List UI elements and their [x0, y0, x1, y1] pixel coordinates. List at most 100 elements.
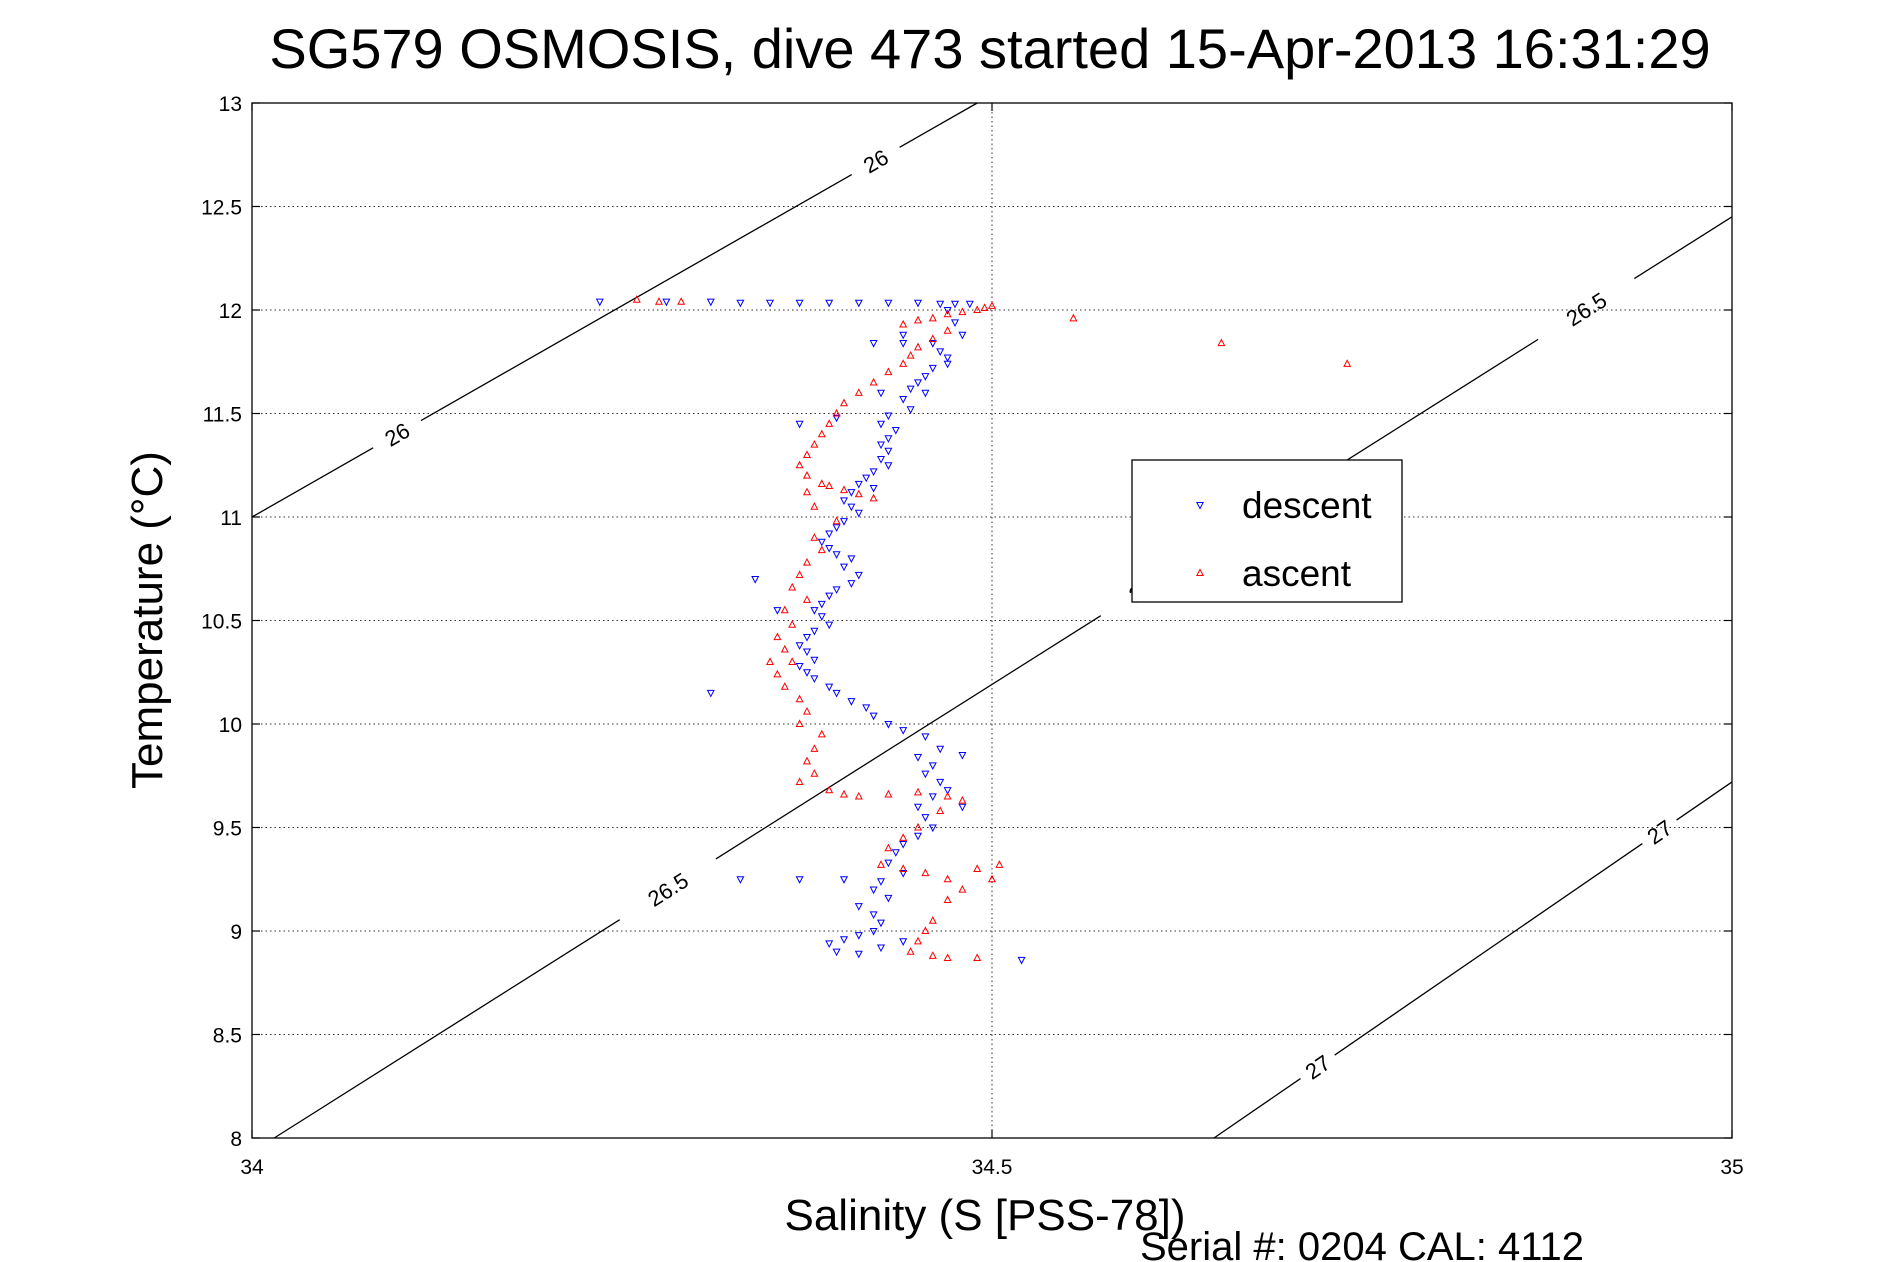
ascent-point — [677, 297, 686, 305]
y-tick-label: 11 — [220, 507, 242, 530]
ascent-point — [1069, 313, 1078, 322]
y-tick-label: 9.5 — [213, 818, 242, 841]
ascent-point — [654, 297, 664, 305]
descent-point — [810, 675, 819, 684]
descent-point — [899, 938, 908, 946]
descent-point — [876, 420, 886, 429]
contour-label: 27 — [1643, 815, 1677, 849]
y-tick-label: 12 — [219, 300, 242, 323]
descent-point — [795, 642, 804, 650]
ascent-point — [825, 481, 834, 490]
ascent-point — [906, 350, 915, 359]
y-tick-label: 12.5 — [201, 197, 242, 220]
descent-point — [876, 919, 886, 928]
ascent-point — [1217, 338, 1226, 347]
descent-point — [869, 468, 878, 477]
density-contour-26 — [251, 447, 374, 518]
ascent-point — [884, 843, 893, 852]
descent-point — [928, 762, 937, 770]
descent-point — [847, 580, 856, 588]
descent-point — [847, 489, 856, 497]
descent-point — [854, 571, 863, 580]
descent-point — [773, 607, 782, 615]
ascent-point — [943, 326, 952, 334]
chart-title: SG579 OSMOSIS, dive 473 started 15-Apr-2… — [269, 17, 1710, 80]
descent-point — [928, 340, 937, 348]
descent-point — [869, 911, 878, 920]
descent-point — [839, 518, 849, 526]
ascent-point — [936, 806, 945, 814]
legend-label-descent: descent — [1242, 485, 1372, 526]
descent-point — [884, 894, 893, 903]
descent-point — [832, 948, 841, 957]
legend-marker-descent — [1195, 501, 1205, 510]
descent-point — [832, 586, 841, 595]
descent-point — [921, 373, 930, 381]
ascent-point — [810, 744, 819, 752]
ascent-point — [832, 516, 841, 525]
ascent-point — [788, 582, 797, 591]
descent-point — [913, 832, 923, 841]
descent-point — [876, 944, 886, 953]
descent-point — [825, 530, 834, 539]
descent-point — [884, 447, 893, 456]
descent-point — [706, 689, 715, 698]
y-tick-label: 8 — [230, 1128, 242, 1151]
descent-point — [832, 524, 841, 532]
descent-point — [876, 441, 886, 450]
ascent-point — [869, 493, 878, 502]
ascent-point — [1343, 359, 1352, 367]
ascent-point — [825, 419, 834, 427]
density-contour-26.5 — [1633, 216, 1733, 280]
descent-point — [936, 778, 945, 787]
descent-point — [921, 733, 930, 742]
descent-point — [825, 940, 834, 949]
descent-point — [810, 627, 819, 636]
descent-point — [913, 379, 923, 388]
x-tick-label: 34.5 — [972, 1156, 1013, 1179]
descent-point — [825, 621, 834, 630]
descent-point — [943, 360, 952, 369]
ascent-point — [899, 864, 908, 872]
descent-point — [825, 592, 834, 601]
density-contour-27 — [1334, 843, 1643, 1056]
legend-marker-ascent — [1195, 568, 1205, 577]
descent-point — [810, 656, 819, 665]
descent-point — [921, 814, 930, 822]
descent-point — [839, 497, 849, 506]
ascent-point — [899, 833, 908, 841]
ascent-point — [921, 926, 930, 935]
ascent-point — [869, 377, 878, 386]
ascent-point — [795, 777, 804, 786]
descent-point — [891, 427, 900, 435]
ascent-point — [884, 789, 893, 798]
descent-point — [906, 406, 915, 414]
descent-point — [795, 420, 804, 429]
contour-label: 26 — [380, 418, 414, 452]
ascent-point — [943, 309, 952, 318]
ascent-point — [832, 408, 841, 417]
data-points — [595, 295, 1352, 965]
ascent-point — [810, 502, 819, 510]
y-tick-label: 9 — [230, 921, 242, 944]
y-tick-label: 8.5 — [213, 1025, 242, 1048]
descent-point — [795, 876, 804, 884]
ascent-point — [788, 620, 797, 628]
contour-label: 26 — [859, 144, 893, 178]
legend-marker-descent — [1195, 501, 1205, 510]
ascent-point — [854, 791, 863, 800]
descent-point — [839, 563, 849, 572]
descent-point — [825, 544, 834, 553]
density-contour-26.5 — [715, 615, 1102, 860]
descent-point — [854, 932, 863, 940]
descent-point — [884, 412, 893, 421]
descent-point — [832, 551, 841, 559]
y-axis-label: Temperature (°C) — [123, 451, 172, 789]
descent-point — [854, 950, 863, 959]
descent-point — [854, 480, 863, 489]
descent-point — [869, 340, 878, 348]
ascent-point — [876, 860, 886, 868]
descent-point — [884, 859, 893, 868]
ascent-point — [913, 342, 923, 351]
contour-label: 27 — [1301, 1050, 1335, 1084]
